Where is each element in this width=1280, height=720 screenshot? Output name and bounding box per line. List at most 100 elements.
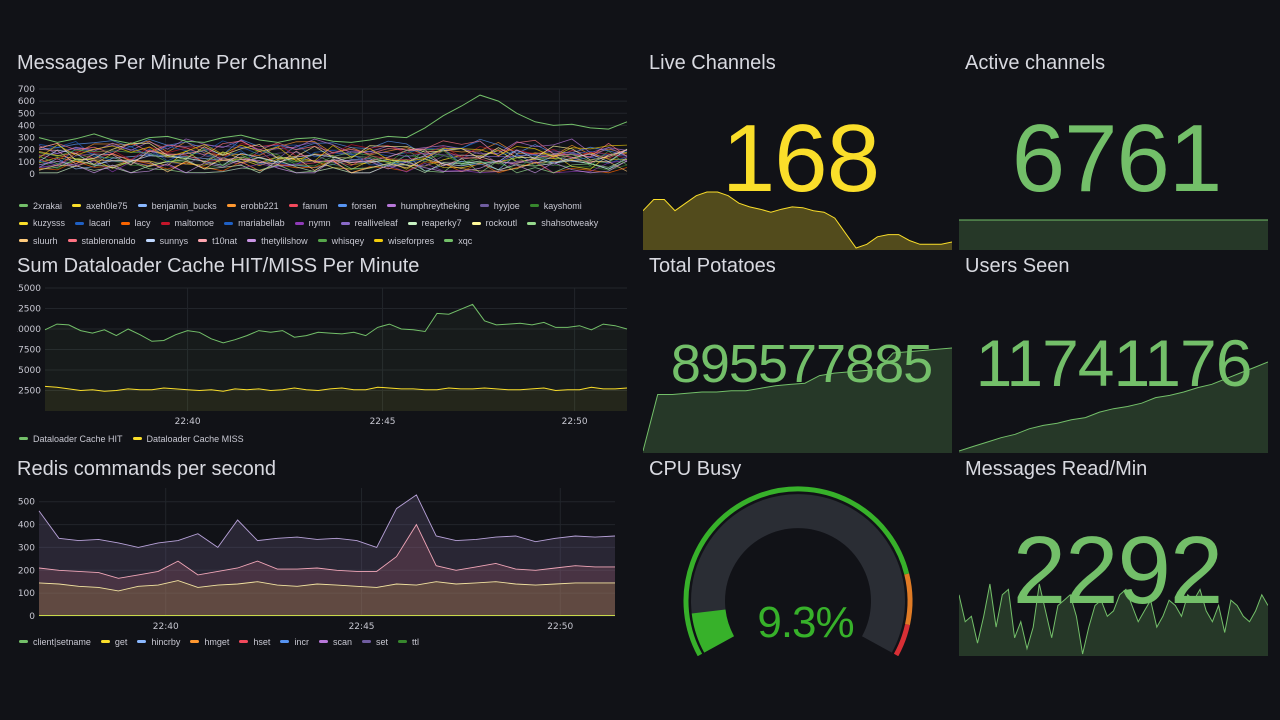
series-line-stableronaldo[interactable] [38,139,628,158]
panel-title[interactable]: Messages Read/Min [965,458,1148,480]
legend-label: thetylilshow [261,235,308,246]
legend-swatch [120,221,130,225]
legend-item[interactable]: maltomoe [160,215,214,231]
legend-item[interactable]: hmget [190,634,229,650]
legend-label: hset [253,636,271,647]
legend-swatch [67,239,77,242]
panel-users-seen: Users Seen 11741176 [959,255,1268,453]
panel-title[interactable]: Messages Per Minute Per Channel [17,52,328,74]
series-line-xqc[interactable] [38,94,628,145]
series-line-kayshomi[interactable] [38,154,628,171]
legend-swatch [317,239,327,242]
legend-item[interactable]: mariabellab [224,215,285,231]
messages-read-value: 2292 [1012,517,1224,624]
legend-item[interactable]: hset [239,634,270,650]
y-tick-label: 600 [18,97,35,107]
series-line-get[interactable] [38,580,615,592]
legend-item[interactable]: fanum [288,198,328,214]
legend-item[interactable]: Dataloader Cache MISS [132,431,244,447]
series-line-reaperky7[interactable] [39,159,628,174]
series-line-sunnys[interactable] [38,149,628,167]
series-line-nymn[interactable] [38,159,628,174]
legend-swatch [397,640,407,643]
series-line-shahsotweaky[interactable] [38,157,628,174]
legend-item[interactable]: nymn [294,215,331,231]
legend-label: set [375,636,388,647]
legend-swatch [479,204,489,207]
legend-item[interactable]: kayshomi [529,198,582,214]
legend-item[interactable]: hyyjoe [479,198,520,214]
legend-item[interactable]: set [361,634,388,650]
panel-title[interactable]: Sum Dataloader Cache HIT/MISS Per Minute [17,255,420,277]
y-tick-label: 100 [18,589,35,599]
sparkline-line [643,347,952,452]
legend-label: fanum [302,200,328,211]
dataloader-chart[interactable]: 2500 5000 7500 10000 12500 15000 22:40 22:45 22:… [17,283,629,431]
panel-title[interactable]: Active channels [965,52,1106,74]
y-tick-label: 0 [29,612,35,622]
legend-item[interactable]: reaperky7 [407,215,462,231]
legend-item[interactable]: ttl [397,634,419,650]
legend-item[interactable]: realliveleaf [340,215,398,231]
legend-item[interactable]: client|setname [19,634,91,650]
legend-item[interactable]: Dataloader Cache HIT [19,431,123,447]
panel-title[interactable]: Live Channels [649,52,776,74]
legend-label: hmget [204,636,230,647]
legend-item[interactable]: wiseforpres [374,233,434,249]
legend-label: humphreytheking [400,200,470,211]
series-line[interactable] [44,303,628,344]
legend-item[interactable]: humphreytheking [386,198,470,214]
legend-item[interactable]: kuzysss [19,215,65,231]
legend-item[interactable]: stableronaldo [67,233,136,249]
series-line-hmget[interactable] [38,523,615,579]
x-tick-label: 22:40 [153,622,179,632]
legend-swatch [19,640,28,643]
legend-item[interactable]: scan [318,634,352,650]
legend-label: Dataloader Cache MISS [146,433,244,444]
panel-active-channels: Active channels 6761 [959,52,1268,250]
series-line-whisqey[interactable] [38,148,628,167]
legend-item[interactable]: whisqey [317,233,364,249]
legend-swatch [340,221,350,225]
legend-item[interactable]: rockoutl [471,215,518,231]
series-line-total[interactable] [38,494,616,549]
legend-swatch [19,437,28,440]
panel-title[interactable]: Redis commands per second [17,458,277,480]
legend-item[interactable]: sluurh [19,233,58,249]
series-line-wiseforpres[interactable] [38,144,628,162]
panel-title[interactable]: Users Seen [965,255,1070,277]
legend-item[interactable]: lacy [120,215,151,231]
legend-swatch [527,221,537,225]
legend-item[interactable]: benjamin_bucks [137,198,217,214]
series-line-maltomoe[interactable] [38,143,628,161]
legend-item[interactable]: incr [280,634,309,650]
panel-title[interactable]: Total Potatoes [649,255,776,277]
panel-messages-per-minute: Messages Per Minute Per Channel 0 100 200 3… [17,52,629,247]
legend-item[interactable]: lacari [75,215,111,231]
panel-title[interactable]: CPU Busy [649,458,742,480]
legend-item[interactable]: forsen [337,198,377,214]
series-line-humphreytheking[interactable] [38,138,628,155]
legend-label: realliveleaf [354,218,398,228]
legend-item[interactable]: axeh0le75 [72,198,128,214]
legend-swatch [19,204,28,207]
legend-item[interactable]: get [100,634,127,650]
legend-label: xqc [458,235,473,246]
legend-item[interactable]: shahsotweaky [527,215,598,231]
legend-item[interactable]: t10nat [198,233,237,249]
y-tick-label: 300 [18,543,35,553]
legend-item[interactable]: erobb221 [226,198,279,214]
legend-label: rockoutl [485,218,518,228]
legend-label: sluurh [33,235,58,246]
legend-item[interactable]: xqc [444,233,472,249]
series-line-thetylilshow[interactable] [38,158,628,174]
legend-item[interactable]: hincrby [137,634,180,650]
legend-item[interactable]: sunnys [145,233,188,249]
series-line[interactable] [44,385,628,392]
redis-chart[interactable]: 0 100 200 300 400 500 22:40 22:45 22:50 [17,486,629,636]
legend-item[interactable]: thetylilshow [247,233,308,249]
legend-item[interactable]: 2xrakai [19,198,62,214]
series-line-rockoutl[interactable] [38,142,628,161]
y-tick-label: 400 [18,121,35,131]
